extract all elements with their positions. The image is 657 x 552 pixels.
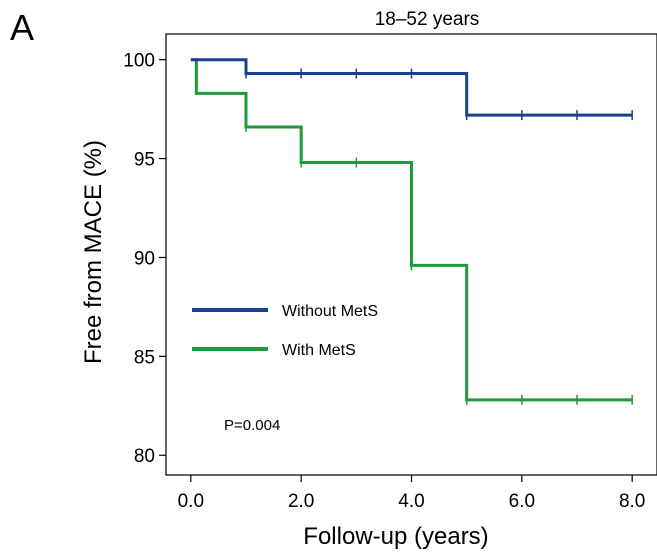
x-axis-label: Follow-up (years) bbox=[303, 523, 488, 550]
panel-letter: A bbox=[10, 7, 34, 48]
series-layer bbox=[190, 58, 633, 405]
series-line-with-mets bbox=[190, 58, 633, 402]
x-tick-label: 2.0 bbox=[288, 491, 314, 512]
series-line-without-mets bbox=[190, 58, 633, 117]
y-tick-label: 95 bbox=[134, 150, 155, 171]
x-tick-label: 0.0 bbox=[178, 491, 204, 512]
y-tick-label: 100 bbox=[123, 51, 155, 72]
x-axis: 0.0 2.0 4.0 6.0 8.0 bbox=[178, 475, 645, 512]
x-tick-label: 6.0 bbox=[509, 491, 535, 512]
chart-title: 18–52 years bbox=[375, 9, 480, 30]
y-tick-label: 90 bbox=[134, 248, 155, 269]
legend-label-with-mets: With MetS bbox=[282, 342, 356, 359]
y-tick-label: 85 bbox=[134, 347, 155, 368]
y-tick-label: 80 bbox=[134, 446, 155, 467]
p-value-annotation: P=0.004 bbox=[224, 417, 280, 434]
y-axis-label: Free from MACE (%) bbox=[80, 140, 107, 364]
x-tick-label: 8.0 bbox=[619, 491, 645, 512]
x-tick-label: 4.0 bbox=[398, 491, 424, 512]
legend-label-without-mets: Without MetS bbox=[282, 303, 378, 320]
legend: Without MetS With MetS bbox=[192, 303, 378, 359]
y-axis: 80 85 90 95 100 bbox=[123, 51, 166, 467]
